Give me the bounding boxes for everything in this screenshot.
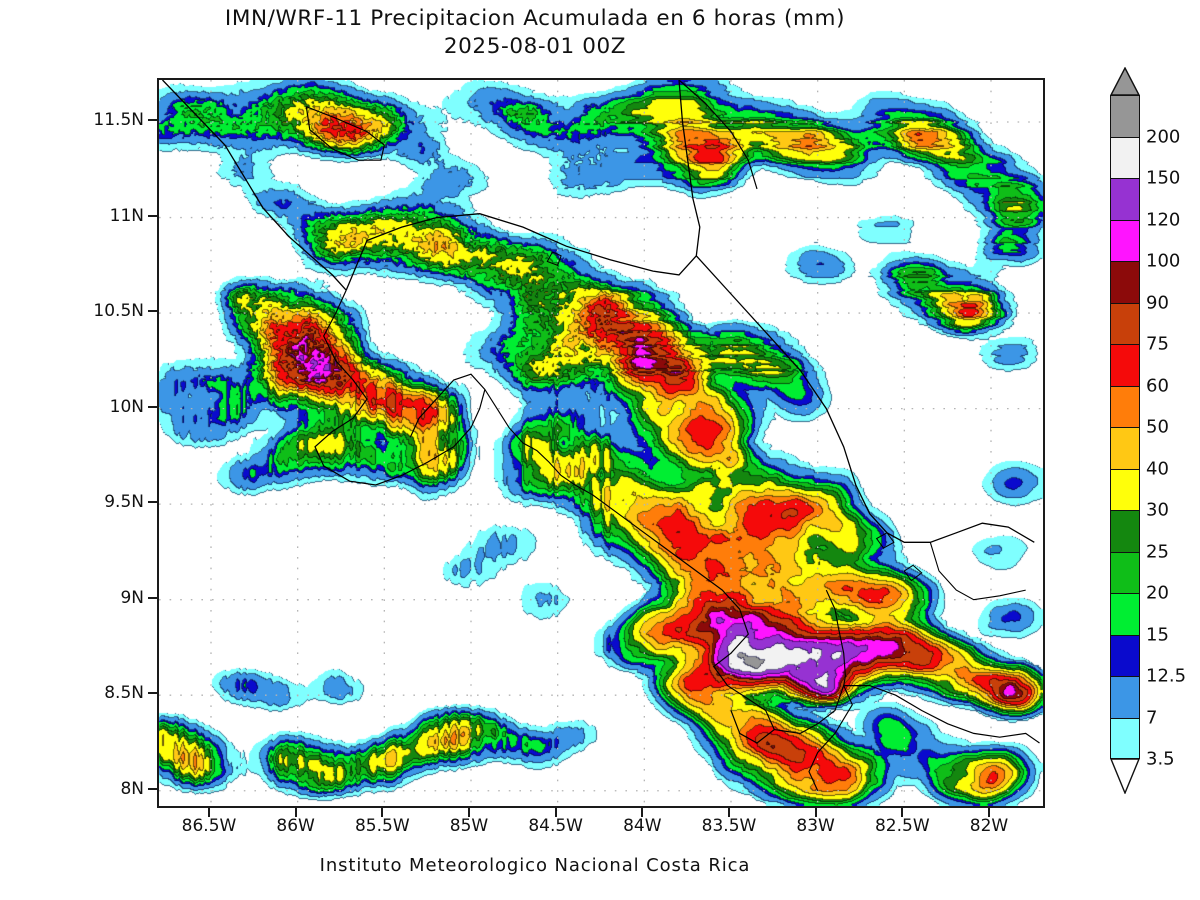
- x-axis-label: 86W: [276, 816, 315, 836]
- x-axis-label: 84.5W: [528, 816, 583, 836]
- y-axis-tick: [148, 310, 157, 313]
- colorbar-band-200: [1110, 95, 1140, 137]
- x-axis-tick: [468, 808, 470, 817]
- y-axis-label: 11.5N: [93, 110, 144, 131]
- colorbar-under-arrow: [1109, 758, 1141, 795]
- colorbar-tick-label-40: 40: [1146, 458, 1169, 479]
- colorbar-tick-label-100: 100: [1146, 250, 1181, 272]
- colorbar-tick-label-3.5: 3.5: [1146, 748, 1175, 770]
- y-axis-label: 8N: [120, 778, 144, 799]
- y-axis-tick: [148, 787, 157, 790]
- x-axis-label: 85.5W: [354, 816, 410, 836]
- x-axis-tick: [901, 808, 904, 817]
- footer-credit: Instituto Meteorologico Nacional Costa R…: [319, 855, 751, 876]
- y-axis-tick: [148, 119, 157, 122]
- colorbar-band-12.5: [1110, 634, 1140, 676]
- y-axis-label: 10.5N: [93, 301, 144, 322]
- colorbar-band-75: [1110, 302, 1140, 344]
- y-axis-label: 8.5N: [104, 683, 144, 704]
- colorbar-band-50: [1110, 385, 1140, 427]
- x-axis-label: 82.5W: [874, 816, 930, 836]
- x-axis-tick: [728, 808, 730, 817]
- x-axis-label: 83.5W: [701, 816, 757, 836]
- x-axis-label: 85W: [449, 816, 489, 836]
- precipitation-field: [159, 80, 1043, 806]
- colorbar-band-150: [1110, 136, 1140, 178]
- x-axis-label: 84W: [623, 816, 662, 836]
- y-axis-label: 9.5N: [104, 492, 144, 513]
- y-axis-tick: [148, 214, 157, 217]
- y-axis-tick: [148, 405, 157, 408]
- colorbar-tick-label-20: 20: [1146, 582, 1169, 604]
- colorbar-tick-label-150: 150: [1146, 167, 1181, 189]
- x-axis-tick: [208, 808, 210, 817]
- colorbar-tick-label-90: 90: [1146, 292, 1169, 313]
- colorbar-band-20: [1110, 551, 1140, 593]
- chart-title-block: IMN/WRF-11 Precipitacion Acumulada en 6 …: [0, 6, 1070, 59]
- colorbar: [1110, 95, 1140, 759]
- x-axis-label: 82W: [969, 816, 1009, 836]
- y-axis-label: 10N: [109, 396, 144, 417]
- colorbar-band-100: [1110, 219, 1140, 261]
- y-axis-tick: [148, 501, 157, 504]
- colorbar-band-90: [1110, 261, 1140, 303]
- colorbar-tick-label-60: 60: [1146, 375, 1169, 396]
- colorbar-band-120: [1110, 178, 1140, 220]
- x-axis-tick: [814, 808, 817, 817]
- x-axis-tick: [381, 808, 384, 817]
- colorbar-band-3.5: [1110, 717, 1140, 759]
- colorbar-tick-label-25: 25: [1146, 541, 1169, 562]
- colorbar-tick-label-120: 120: [1146, 209, 1181, 230]
- colorbar-band-40: [1110, 427, 1140, 469]
- colorbar-over-arrow: [1109, 66, 1141, 96]
- colorbar-tick-label-75: 75: [1146, 333, 1169, 355]
- colorbar-band-7: [1110, 676, 1140, 718]
- colorbar-band-30: [1110, 468, 1140, 510]
- colorbar-band-60: [1110, 344, 1140, 386]
- colorbar-band-15: [1110, 593, 1140, 635]
- x-axis-tick: [641, 808, 644, 817]
- map-plot-area: [157, 78, 1045, 808]
- page-title: IMN/WRF-11 Precipitacion Acumulada en 6 …: [224, 6, 846, 31]
- colorbar-tick-label-7: 7: [1146, 707, 1158, 728]
- x-axis-tick: [988, 808, 990, 817]
- colorbar-tick-label-200: 200: [1146, 126, 1181, 147]
- colorbar-tick-label-30: 30: [1146, 499, 1169, 521]
- y-axis-label: 9N: [120, 587, 144, 608]
- x-axis-tick: [554, 808, 557, 817]
- colorbar-tick-label-12.5: 12.5: [1146, 665, 1187, 687]
- y-axis-tick: [148, 596, 157, 599]
- chart-subtitle: 2025-08-01 00Z: [443, 34, 627, 59]
- colorbar-tick-label-15: 15: [1146, 624, 1169, 645]
- x-axis-tick: [294, 808, 297, 817]
- colorbar-tick-label-50: 50: [1146, 416, 1169, 438]
- x-axis-label: 86.5W: [181, 816, 237, 836]
- colorbar-band-25: [1110, 510, 1140, 552]
- y-axis-label: 11N: [109, 205, 144, 226]
- x-axis-label: 83W: [796, 816, 835, 836]
- y-axis-tick: [148, 692, 157, 695]
